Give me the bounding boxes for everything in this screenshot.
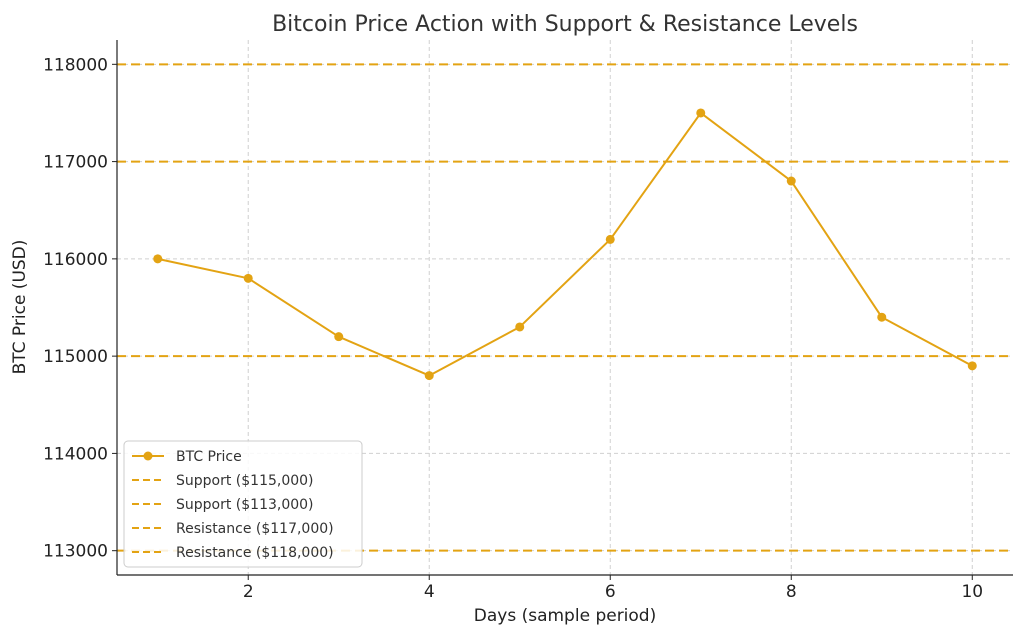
legend: BTC Price Support ($115,000) Support ($113… <box>123 440 363 568</box>
legend-label: Support ($113,000) <box>176 497 314 513</box>
data-point <box>334 332 344 342</box>
y-tick-label: 118000 <box>43 55 108 75</box>
x-tick-label: 8 <box>786 582 797 602</box>
legend-item: Support ($113,000) <box>132 497 314 513</box>
legend-box <box>123 440 363 568</box>
legend-item: Support ($115,000) <box>132 473 314 489</box>
legend-label: Resistance ($117,000) <box>176 521 334 537</box>
levels-layer <box>117 63 1013 552</box>
legend-item: Resistance ($118,000) <box>132 545 334 561</box>
y-axis-label: BTC Price (USD) <box>10 240 30 375</box>
x-axis-label: Days (sample period) <box>474 606 656 626</box>
y-tick-label: 115000 <box>43 347 108 367</box>
y-tick-label: 116000 <box>43 250 108 270</box>
legend-item: BTC Price <box>132 449 242 465</box>
chart-title: Bitcoin Price Action with Support & Resi… <box>272 12 858 37</box>
data-point <box>967 361 977 371</box>
y-tick-label: 113000 <box>43 542 108 562</box>
data-point <box>153 254 163 264</box>
legend-item: Resistance ($117,000) <box>132 521 334 537</box>
legend-label: BTC Price <box>176 449 242 465</box>
data-point <box>515 322 525 332</box>
x-tick-label: 6 <box>605 582 616 602</box>
x-tick-label: 4 <box>424 582 435 602</box>
legend-label: Resistance ($118,000) <box>176 545 334 561</box>
series-line <box>157 111 973 377</box>
y-tick-label: 117000 <box>43 153 108 173</box>
legend-swatch-marker <box>143 451 153 461</box>
data-point <box>243 273 253 283</box>
x-tick-label: 2 <box>243 582 254 602</box>
data-point <box>424 371 434 381</box>
legend-label: Support ($115,000) <box>176 473 314 489</box>
data-point <box>877 312 887 322</box>
data-point <box>696 108 706 118</box>
x-tick-label: 10 <box>961 582 983 602</box>
data-point <box>605 234 615 244</box>
data-point <box>786 176 796 186</box>
axes-layer: 2 4 6 8 10 113000 114000 115000 116000 117000 1180… <box>43 40 1013 602</box>
y-tick-label: 114000 <box>43 444 108 464</box>
series-layer <box>153 108 977 381</box>
